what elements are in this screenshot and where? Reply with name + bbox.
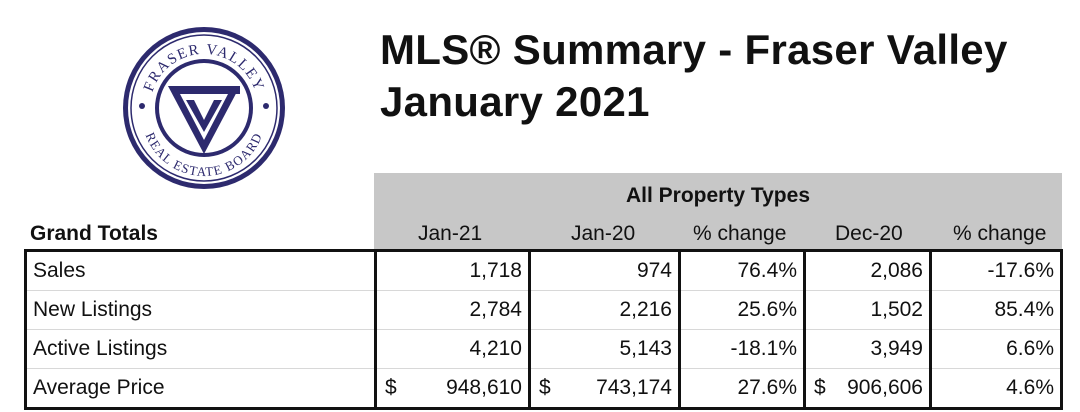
cell-jan21: $948,610 — [374, 368, 530, 409]
cell-pct-yoy: 27.6% — [678, 368, 805, 409]
cell-dec20: 3,949 — [803, 329, 931, 369]
title-line-1: MLS® Summary - Fraser Valley — [380, 26, 1008, 73]
cell-value: 906,606 — [847, 376, 923, 399]
summary-table: Sales 1,718 974 76.4% 2,086 -17.6% New L… — [24, 249, 1063, 410]
row-label: New Listings — [25, 290, 376, 330]
cell-pct-yoy: -18.1% — [678, 329, 805, 369]
row-label: Average Price — [25, 368, 376, 409]
column-header-dec20: Dec-20 — [835, 222, 903, 245]
cell-pct-mom: 6.6% — [929, 329, 1062, 369]
cell-jan21: 2,784 — [374, 290, 530, 330]
currency-symbol: $ — [814, 376, 826, 399]
cell-pct-yoy: 25.6% — [678, 290, 805, 330]
cell-dec20: $906,606 — [803, 368, 931, 409]
column-header-jan20: Jan-20 — [571, 222, 636, 245]
table-row: Active Listings 4,210 5,143 -18.1% 3,949… — [25, 329, 1062, 369]
column-header-pct-yoy: % change — [693, 222, 787, 245]
group-header: All Property Types — [626, 184, 810, 207]
column-header-jan21: Jan-21 — [418, 222, 483, 245]
table-row: Average Price $948,610 $743,174 27.6% $9… — [25, 368, 1062, 409]
cell-pct-mom: 85.4% — [929, 290, 1062, 330]
cell-jan20: 974 — [528, 250, 680, 291]
cell-value: 948,610 — [446, 376, 522, 399]
cell-pct-yoy: 76.4% — [678, 250, 805, 291]
cell-jan20: 5,143 — [528, 329, 680, 369]
currency-symbol: $ — [385, 376, 397, 399]
cell-pct-mom: 4.6% — [929, 368, 1062, 409]
header-band — [374, 173, 1062, 249]
currency-symbol: $ — [539, 376, 551, 399]
row-header: Grand Totals — [30, 222, 158, 245]
column-header-pct-mom: % change — [953, 222, 1047, 245]
row-label: Active Listings — [25, 329, 376, 369]
cell-dec20: 1,502 — [803, 290, 931, 330]
cell-dec20: 2,086 — [803, 250, 931, 291]
table-row: New Listings 2,784 2,216 25.6% 1,502 85.… — [25, 290, 1062, 330]
fraser-valley-real-estate-board-logo: FRASER VALLEY REAL ESTATE BOARD — [123, 27, 285, 189]
row-label: Sales — [33, 259, 86, 282]
cell-value: 743,174 — [596, 376, 672, 399]
cell-jan20: 2,216 — [528, 290, 680, 330]
cell-jan21: 1,718 — [374, 250, 530, 291]
cell-jan20: $743,174 — [528, 368, 680, 409]
cell-jan21: 4,210 — [374, 329, 530, 369]
cell-pct-mom: -17.6% — [929, 250, 1062, 291]
page-title: MLS® Summary - Fraser Valley January 202… — [380, 24, 1008, 128]
title-line-2: January 2021 — [380, 78, 650, 125]
table-row: Sales 1,718 974 76.4% 2,086 -17.6% — [26, 250, 1062, 291]
